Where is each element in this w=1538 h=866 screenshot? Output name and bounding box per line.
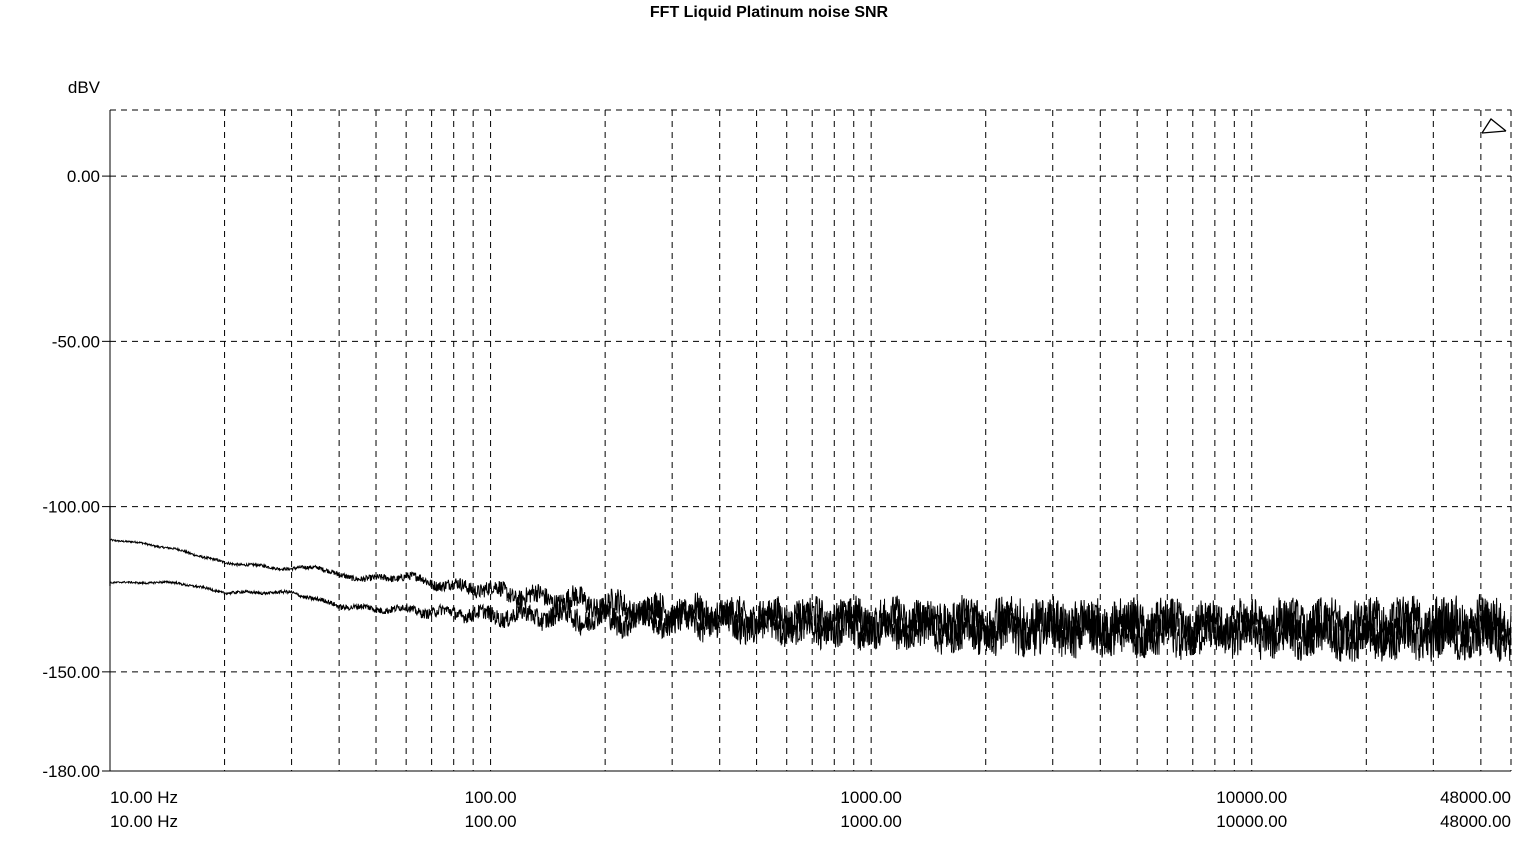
y-tick-label: -180.00: [42, 762, 100, 781]
axes: [102, 110, 1511, 772]
x-tick-label-secondary: 1000.00: [840, 812, 901, 831]
x-tick-label: 10.00 Hz: [110, 788, 178, 807]
marker-triangle-icon[interactable]: [1481, 118, 1507, 134]
x-tick-label: 10000.00: [1216, 788, 1287, 807]
x-tick-label-secondary: 48000.00: [1440, 812, 1511, 831]
series-line-2: [109, 579, 1512, 662]
y-tick-label: -150.00: [42, 663, 100, 682]
x-tick-label-secondary: 10000.00: [1216, 812, 1287, 831]
x-tick-label-secondary: 10.00 Hz: [110, 812, 178, 831]
y-tick-label: 0.00: [67, 167, 100, 186]
x-tick-label: 1000.00: [840, 788, 901, 807]
series-group: [109, 506, 1512, 662]
x-tick-label: 48000.00: [1440, 788, 1511, 807]
gridlines: [110, 109, 1512, 772]
series-line-1: [109, 538, 1512, 662]
y-axis-label: dBV: [68, 78, 101, 97]
x-tick-label-secondary: 100.00: [465, 812, 517, 831]
y-tick-label: -50.00: [52, 332, 100, 351]
x-tick-label: 100.00: [465, 788, 517, 807]
tick-labels: 0.00 -50.00 -100.00 -150.00 -180.00 10.00 Hz 1…: [42, 167, 1511, 831]
y-tick-label: -100.00: [42, 498, 100, 517]
chart-title: FFT Liquid Platinum noise SNR: [650, 4, 889, 21]
